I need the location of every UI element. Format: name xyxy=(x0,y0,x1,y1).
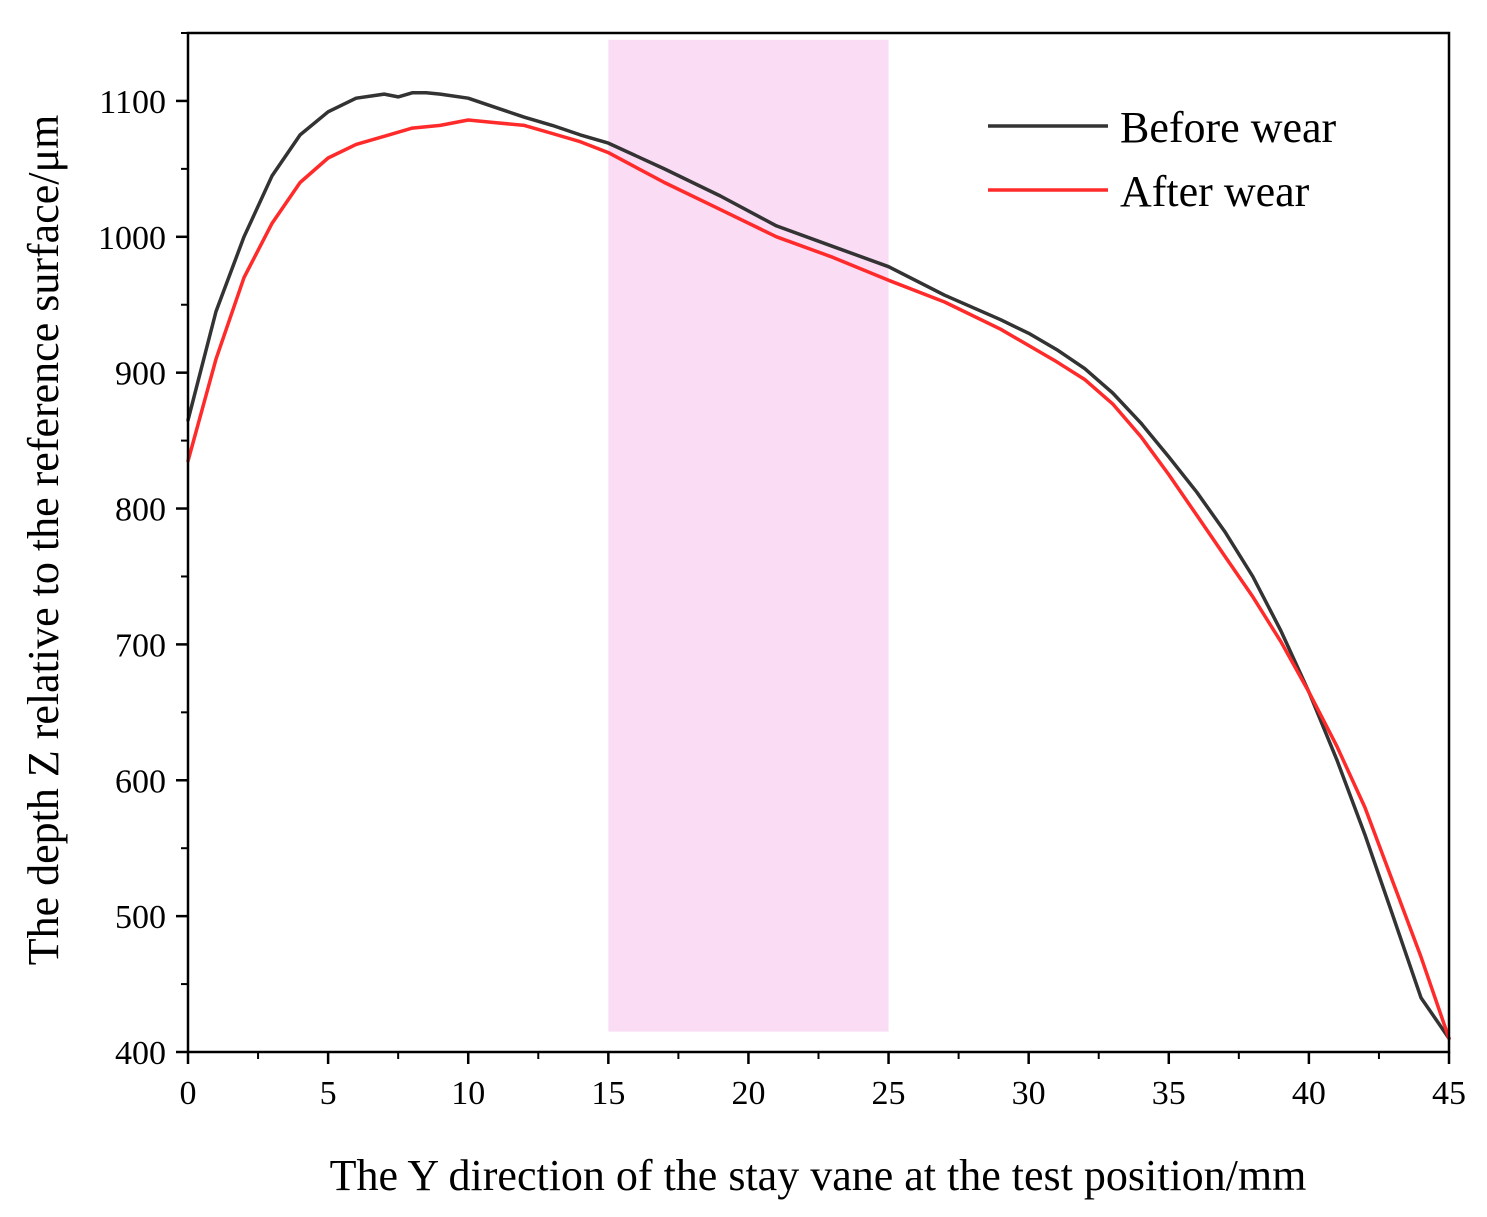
y-axis-label: The depth Z relative to the reference su… xyxy=(19,115,68,966)
y-tick-label: 1000 xyxy=(98,220,166,257)
x-tick-label: 25 xyxy=(872,1075,906,1112)
series-line-after-wear xyxy=(186,118,1451,1041)
legend-label-after-wear: After wear xyxy=(1120,167,1310,216)
x-tick-label: 30 xyxy=(1012,1075,1046,1112)
legend: Before wear After wear xyxy=(988,103,1337,216)
x-tick-label: 45 xyxy=(1432,1075,1466,1112)
x-tick-label: 20 xyxy=(731,1075,765,1112)
x-tick-label: 15 xyxy=(591,1075,625,1112)
legend-label-before-wear: Before wear xyxy=(1120,103,1337,152)
x-tick-label: 10 xyxy=(451,1075,485,1112)
x-tick-label: 35 xyxy=(1152,1075,1186,1112)
series-line-before-wear xyxy=(186,91,1451,1041)
x-tick-label: 40 xyxy=(1292,1075,1326,1112)
x-tick-label: 0 xyxy=(180,1075,197,1112)
y-tick-label: 900 xyxy=(115,356,166,393)
y-axis: 400 500 600 700 800 900 1000 1100 xyxy=(98,32,188,1072)
y-tick-label: 1100 xyxy=(99,84,166,121)
y-tick-label: 700 xyxy=(115,627,166,664)
highlight-region xyxy=(608,39,889,1032)
series-layer xyxy=(186,91,1451,1041)
x-axis: 0 5 10 15 20 25 30 35 40 45 xyxy=(180,1052,1466,1112)
y-tick-label: 600 xyxy=(115,763,166,800)
y-tick-label: 800 xyxy=(115,492,166,529)
x-tick-label: 5 xyxy=(320,1075,337,1112)
y-tick-label: 400 xyxy=(115,1035,166,1072)
x-axis-label: The Y direction of the stay vane at the … xyxy=(330,1151,1307,1200)
y-tick-label: 500 xyxy=(115,899,166,936)
